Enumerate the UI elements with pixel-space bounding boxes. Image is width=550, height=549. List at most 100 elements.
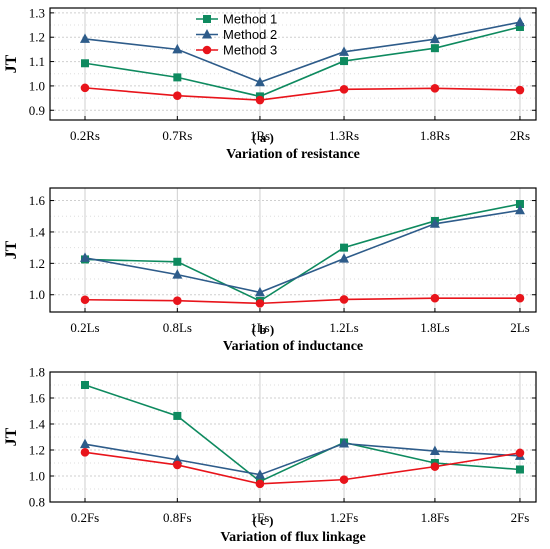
data-point (80, 83, 90, 93)
data-point (339, 46, 350, 56)
data-point (80, 448, 90, 457)
x-tick-label: 1Ls (250, 320, 270, 335)
data-point (172, 269, 183, 279)
data-point (173, 411, 182, 420)
series-line (84, 297, 520, 305)
data-point (254, 76, 265, 87)
y-tick-label: 1.6 (29, 391, 46, 406)
series-line (84, 87, 520, 101)
data-point (173, 91, 182, 100)
x-tick-label: 1Rs (250, 128, 270, 143)
legend-marker (203, 15, 211, 23)
y-axis-label: JT (3, 240, 20, 259)
series-line (84, 209, 521, 294)
data-point (514, 204, 525, 215)
data-point (515, 22, 524, 31)
y-tick-label: 1.2 (29, 443, 45, 458)
y-tick-label: 1.2 (29, 256, 45, 271)
data-point (430, 462, 440, 471)
data-point (429, 445, 440, 456)
series-2 (79, 16, 525, 87)
legend-marker (202, 45, 212, 55)
data-point (80, 59, 89, 68)
data-point (173, 257, 182, 266)
x-tick-label: 1.2Ls (329, 320, 358, 335)
series-1 (80, 381, 524, 486)
data-point (339, 475, 349, 484)
data-point (254, 469, 265, 479)
x-tick-label: 0.2Ls (70, 320, 99, 335)
data-point (340, 57, 349, 66)
y-axis-label: JT (3, 54, 20, 73)
x-tick-label: 2Fs (511, 510, 530, 525)
data-point (515, 293, 525, 303)
series-2 (79, 204, 525, 297)
x-axis-label: Variation of inductance (223, 339, 363, 354)
data-point (339, 438, 350, 448)
data-point (80, 381, 89, 389)
y-tick-label: 1.6 (29, 193, 46, 208)
data-point (430, 84, 440, 93)
y-tick-label: 1.0 (29, 287, 45, 302)
y-axis-label: JT (3, 427, 20, 446)
data-point (173, 73, 182, 82)
plot-frame (49, 7, 537, 121)
x-tick-label: 2Rs (510, 128, 530, 143)
series-3 (80, 293, 525, 308)
x-tick-label: 0.7Rs (162, 128, 192, 143)
data-point (514, 16, 525, 27)
data-point (80, 295, 90, 305)
data-point (339, 253, 350, 263)
series-line (84, 451, 521, 485)
y-tick-label: 1.0 (29, 78, 45, 93)
series-3 (80, 448, 525, 489)
chart-panel-b: 1.0 1.2 1.4 1.6 0.2Ls 0.8Ls 1Ls 1.2Ls 1.8Ls 2Ls JT… (3, 187, 537, 354)
data-point (515, 85, 525, 95)
data-point (429, 33, 440, 44)
data-point (173, 296, 182, 305)
data-point (254, 286, 265, 297)
y-tick-label: 1.2 (29, 30, 45, 45)
data-point (340, 243, 349, 252)
series-line (84, 442, 521, 476)
legend-entry: Method 2 (223, 27, 277, 42)
series-3 (80, 83, 525, 105)
data-point (79, 252, 90, 262)
x-tick-label: 1.8Rs (420, 128, 450, 143)
y-tick-label: 1.4 (29, 417, 46, 432)
y-tick-label: 1.3 (29, 5, 45, 20)
legend-marker (202, 29, 212, 39)
x-axis-label: Variation of flux linkage (220, 530, 365, 545)
x-tick-label: 2Ls (510, 320, 530, 335)
y-tick-label: 0.9 (29, 103, 45, 118)
y-tick-label: 1.8 (29, 365, 45, 380)
x-tick-label: 1.8Ls (420, 320, 449, 335)
series-line (84, 21, 521, 84)
data-point (255, 299, 265, 308)
x-tick-label: 0.8Fs (163, 510, 192, 525)
series-line (84, 384, 521, 483)
data-point (429, 218, 440, 228)
panel-label: ( c ) (253, 513, 274, 528)
data-point (515, 465, 524, 474)
panel-label: ( a ) (252, 130, 274, 145)
data-point (339, 85, 349, 94)
legend-entry: Method 3 (223, 43, 277, 58)
y-tick-label: 1.0 (29, 469, 45, 484)
data-point (255, 479, 265, 489)
data-point (339, 295, 349, 304)
data-point (172, 454, 183, 464)
x-tick-label: 0.2Fs (71, 510, 100, 525)
data-point (79, 33, 90, 43)
x-tick-label: 0.8Ls (163, 320, 192, 335)
data-point (430, 293, 440, 303)
data-point (172, 43, 183, 54)
chart-panel-c: 0.8 1.0 1.2 1.4 1.6 1.8 0.2Fs 0.8Fs 1Fs 1.2Fs 1.8F… (3, 365, 537, 545)
series-line (84, 26, 521, 98)
x-tick-label: 1Fs (251, 510, 270, 525)
y-tick-label: 0.8 (29, 495, 45, 510)
panel-label: ( b ) (252, 322, 274, 337)
data-point (515, 448, 525, 458)
